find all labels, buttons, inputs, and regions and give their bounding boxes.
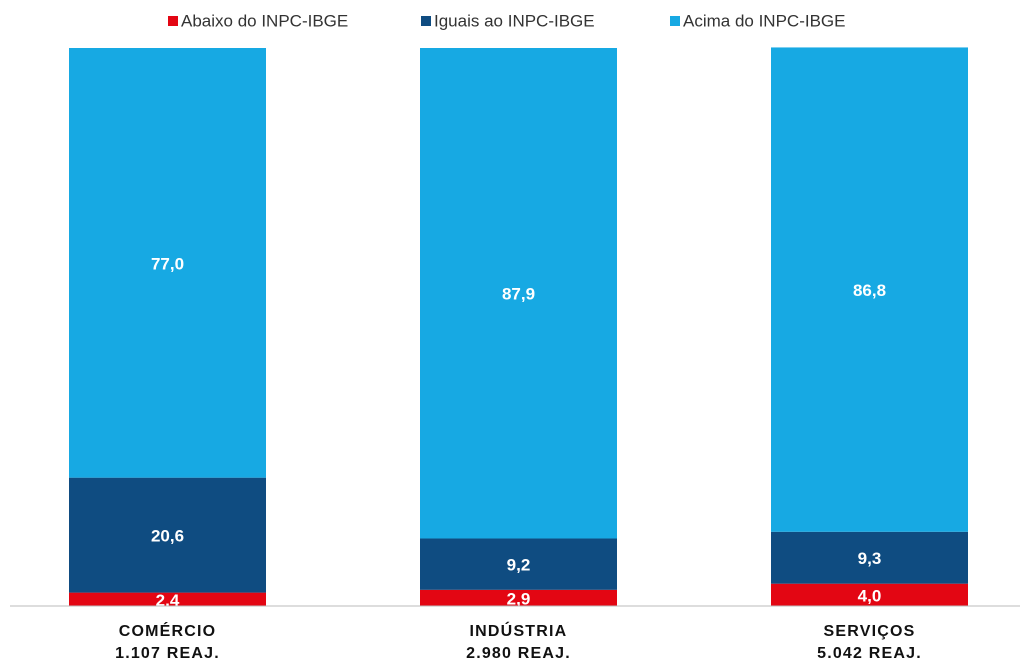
legend-swatch [670,16,680,26]
x-tick-label: SERVIÇOS 5.042 REAJ. [817,623,922,662]
legend-swatch [421,16,431,26]
legend-label: Iguais ao INPC-IBGE [434,11,595,30]
data-label: 20,6 [151,527,184,546]
data-label: 86,8 [853,281,886,300]
data-label: 77,0 [151,254,184,273]
legend-label: Abaixo do INPC-IBGE [181,11,348,30]
bar-segment [69,48,266,478]
bar-segment [69,592,266,606]
bar-segment [69,477,266,593]
bar-segment [420,48,617,539]
bar-segment [771,47,968,532]
bar-segment [420,538,617,590]
data-label: 2,4 [156,591,180,610]
data-label: 9,3 [858,549,882,568]
legend-label: Acima do INPC-IBGE [683,11,846,30]
x-tick-label: COMÉRCIO 1.107 REAJ. [115,623,220,662]
x-tick-label: INDÚSTRIA 2.980 REAJ. [466,623,571,662]
legend-swatch [168,16,178,26]
bar-segment [420,589,617,606]
data-label: 9,2 [507,556,531,575]
data-label: 87,9 [502,285,535,304]
bar-segment [771,531,968,584]
data-label: 2,9 [507,589,531,608]
data-label: 4,0 [858,586,882,605]
bar-segment [771,583,968,606]
